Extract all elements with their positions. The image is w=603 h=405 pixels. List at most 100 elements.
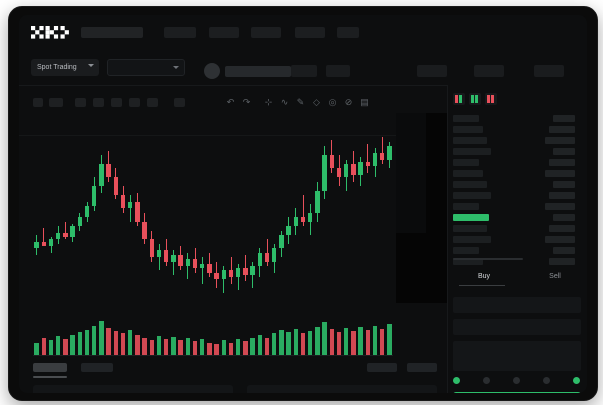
candle-body xyxy=(336,168,342,178)
order-book-row[interactable] xyxy=(453,148,491,155)
candle-body xyxy=(199,263,205,269)
pair-name-label xyxy=(225,66,291,77)
volume-bar xyxy=(63,339,68,355)
candle-body xyxy=(351,164,356,176)
buy-submit-button[interactable] xyxy=(453,392,581,393)
timeframe-1[interactable] xyxy=(33,98,43,107)
order-book-row-value xyxy=(553,148,575,155)
order-book-row[interactable] xyxy=(453,115,479,122)
orders-empty-card-left xyxy=(33,385,233,393)
candle-body xyxy=(70,226,75,238)
order-price-input[interactable] xyxy=(453,297,581,313)
nav-item-1[interactable] xyxy=(81,27,143,38)
timeframe-8[interactable] xyxy=(174,98,185,107)
tab-right-2[interactable] xyxy=(407,363,437,372)
timeframe-2[interactable] xyxy=(49,98,63,107)
order-book-row[interactable] xyxy=(453,159,479,166)
order-book-row[interactable] xyxy=(453,137,487,144)
nav-item-3[interactable] xyxy=(209,27,239,38)
volume-bar xyxy=(264,338,270,355)
ruler-icon[interactable]: ⊹ xyxy=(264,97,273,107)
order-book-row[interactable] xyxy=(453,203,479,210)
nav-item-6[interactable] xyxy=(337,27,359,38)
timeframe-3[interactable] xyxy=(75,98,86,107)
volume-bar xyxy=(106,327,111,355)
slider-dot-100[interactable] xyxy=(573,377,580,384)
order-book-row[interactable] xyxy=(453,247,479,254)
volume-bar xyxy=(358,326,363,355)
tab-order-history[interactable] xyxy=(81,363,113,372)
pair-search-select[interactable] xyxy=(107,59,185,76)
volume-bar xyxy=(135,334,140,355)
book-view-both-icon[interactable] xyxy=(453,93,465,105)
volume-bar xyxy=(271,333,277,355)
nav-item-4[interactable] xyxy=(251,27,281,38)
volume-bar xyxy=(99,321,104,355)
volume-bar xyxy=(228,342,234,355)
amount-slider[interactable] xyxy=(453,377,581,385)
slider-dot-25[interactable] xyxy=(483,377,490,384)
tab-sell[interactable]: Sell xyxy=(527,273,583,280)
tab-buy[interactable]: Buy xyxy=(456,273,512,280)
timeframe-5[interactable] xyxy=(111,98,122,107)
price-chart[interactable] xyxy=(19,113,439,313)
candle-body xyxy=(171,254,176,262)
line-icon[interactable]: ∿ xyxy=(280,97,289,107)
book-view-bids-icon[interactable] xyxy=(469,93,481,105)
trading-mode-select[interactable]: Spot Trading xyxy=(31,59,99,76)
eye-icon[interactable]: ◎ xyxy=(328,97,337,107)
candle-wick xyxy=(129,195,131,222)
chevron-down-icon xyxy=(88,64,94,67)
volume-chart[interactable] xyxy=(19,313,439,363)
volume-bar xyxy=(300,333,306,355)
volume-bar xyxy=(343,327,349,355)
volume-bar xyxy=(307,331,313,355)
candle-body xyxy=(257,252,263,266)
trash-icon[interactable]: ▤ xyxy=(360,97,369,107)
candle-body xyxy=(192,259,198,269)
nav-item-2[interactable] xyxy=(164,27,196,38)
lock-icon[interactable]: ⊘ xyxy=(344,97,353,107)
pencil-icon[interactable]: ✎ xyxy=(296,97,305,107)
volume-bar xyxy=(243,341,248,355)
order-book-row[interactable] xyxy=(453,236,491,243)
slider-dot-50[interactable] xyxy=(513,377,520,384)
slider-dot-75[interactable] xyxy=(543,377,550,384)
order-amount-input[interactable] xyxy=(453,319,581,335)
order-book-row[interactable] xyxy=(453,258,483,265)
book-view-asks-icon[interactable] xyxy=(485,93,497,105)
order-book-row-value xyxy=(549,192,575,199)
undo-icon[interactable]: ↶ xyxy=(226,97,235,107)
candle-body xyxy=(235,268,241,278)
order-book-row[interactable] xyxy=(453,225,487,232)
order-book-row[interactable] xyxy=(453,181,487,188)
candle-body xyxy=(286,226,291,235)
volume-bar xyxy=(178,340,183,355)
magnet-icon[interactable]: ◇ xyxy=(313,97,320,107)
timeframe-4[interactable] xyxy=(93,98,104,107)
trading-mode-label: Spot Trading xyxy=(37,64,77,71)
volume-bar xyxy=(372,325,378,355)
nav-item-5[interactable] xyxy=(295,27,325,38)
tab-right-1[interactable] xyxy=(367,363,397,372)
volume-bar xyxy=(322,322,327,355)
tab-open-orders[interactable] xyxy=(33,363,67,372)
order-book-view-tabs[interactable] xyxy=(453,93,497,105)
okx-logo-icon[interactable] xyxy=(31,26,69,39)
candle-body xyxy=(63,232,68,238)
order-total-input[interactable] xyxy=(453,341,581,371)
candle-body xyxy=(271,248,277,262)
timeframe-6[interactable] xyxy=(129,98,140,107)
chevron-down-icon xyxy=(173,66,179,69)
order-book-row[interactable] xyxy=(453,192,491,199)
volume-bar xyxy=(387,324,392,355)
redo-icon[interactable]: ↷ xyxy=(242,97,251,107)
candle-body xyxy=(329,155,335,169)
order-book-row[interactable] xyxy=(453,170,483,177)
volume-bar xyxy=(55,335,61,355)
timeframe-7[interactable] xyxy=(147,98,158,107)
order-book-row[interactable] xyxy=(453,126,483,133)
order-book-row[interactable] xyxy=(453,214,489,221)
slider-dot-0[interactable] xyxy=(453,377,460,384)
candle-body xyxy=(55,232,61,240)
